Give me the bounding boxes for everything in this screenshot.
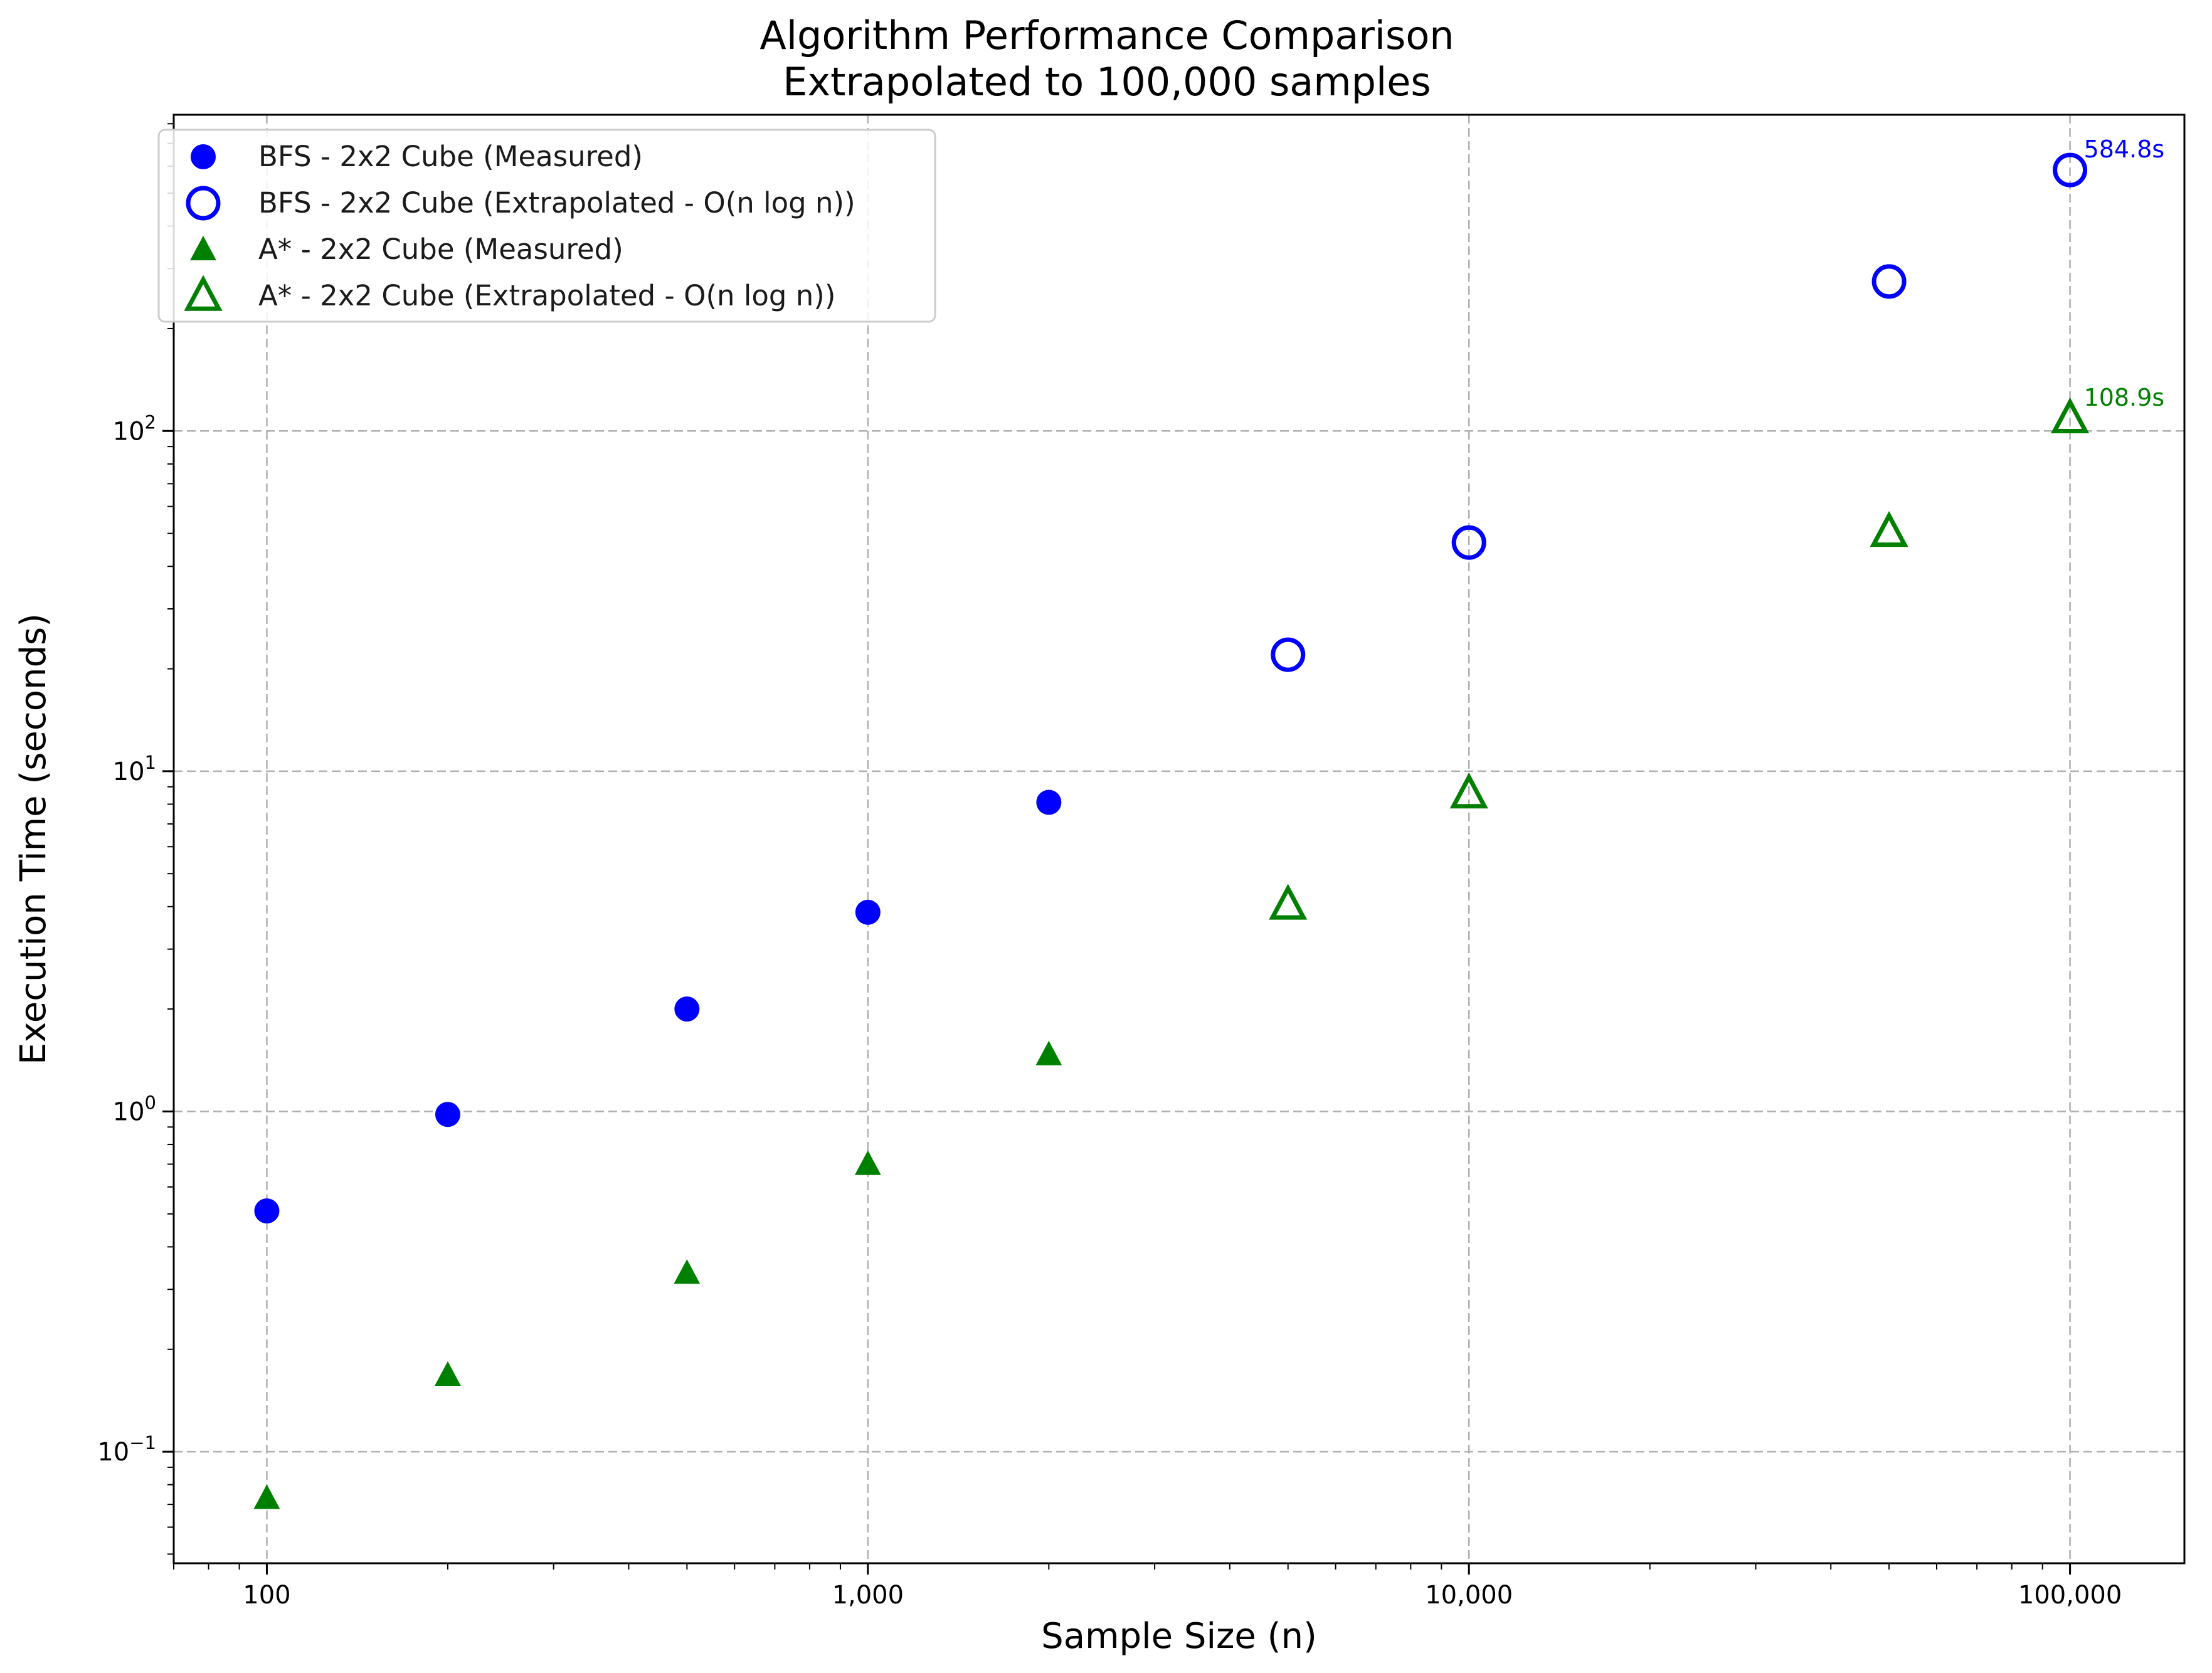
minor-ticks [167,123,2043,1570]
series-2 [253,1040,1062,1509]
astar-extrapolated-point [1870,510,1908,547]
x-tick-label: 10,000 [1425,1581,1513,1610]
y-tick-label: 101 [113,752,156,786]
y-tick-label: 100 [113,1092,156,1126]
bfs-measured-point [855,899,881,925]
bfs-extrapolated-point [1451,525,1486,560]
bfs-measured-point [1036,789,1062,815]
astar-extrapolated-point [1269,884,1308,920]
x-tick-label: 100,000 [2018,1581,2122,1610]
annotation-label: 108.9s [2084,384,2165,411]
legend: BFS - 2x2 Cube (Measured) BFS - 2x2 Cube … [157,129,936,323]
x-axis-label: Sample Size (n) [1041,1616,1317,1657]
annotations: 584.8s 108.9s [2084,135,2165,411]
astar-measured-point [674,1259,701,1284]
series-0 [254,789,1062,1224]
y-tick-label: 102 [113,411,156,446]
legend-label: A* - 2x2 Cube (Measured) [258,233,623,266]
chart-subtitle: Extrapolated to 100,000 samples [783,59,1431,105]
bfs-measured-point [674,996,700,1022]
y-tick-label: 10−1 [97,1432,156,1467]
bfs-extrapolated-point [1871,264,1907,299]
astar-measured-point [253,1484,280,1509]
data-markers [253,152,2090,1509]
astar-extrapolated-point [2051,397,2090,433]
y-axis-ticks: 10−1 100 101 102 [97,411,174,1467]
series-3 [1269,397,2090,920]
series-1 [1271,152,2088,672]
x-tick-label: 1,000 [832,1581,904,1610]
x-tick-label: 100 [243,1581,290,1610]
astar-extrapolated-point [1449,772,1488,809]
legend-label: BFS - 2x2 Cube (Extrapolated - O(n log n… [258,186,855,219]
astar-measured-point [1035,1040,1062,1065]
grid [174,115,2184,1563]
legend-marker [190,236,216,261]
chart-title: Algorithm Performance Comparison [759,13,1454,58]
legend-label: BFS - 2x2 Cube (Measured) [258,140,643,173]
legend-marker [191,144,216,169]
annotation-label: 584.8s [2084,135,2165,163]
bfs-extrapolated-point [2053,152,2088,187]
y-axis-label: Execution Time (seconds) [13,613,54,1065]
bfs-measured-point [254,1198,280,1224]
legend-marker [184,275,223,311]
bfs-extrapolated-point [1271,637,1306,672]
bfs-measured-point [435,1102,460,1127]
legend-label: A* - 2x2 Cube (Extrapolated - O(n log n)… [258,279,835,312]
plot-area-frame [172,113,2186,1565]
legend-marker [186,186,221,221]
legend-box [157,129,936,323]
astar-measured-point [435,1361,461,1386]
astar-measured-point [854,1150,881,1175]
x-axis-ticks: 100 1,000 10,000 100,000 [243,1563,2122,1610]
